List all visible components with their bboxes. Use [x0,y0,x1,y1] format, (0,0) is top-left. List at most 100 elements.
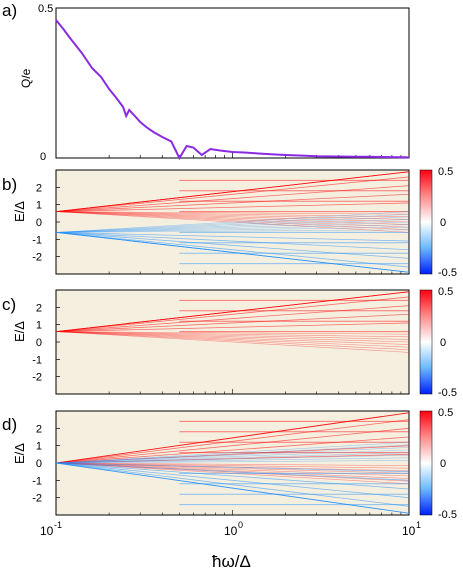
panel-c-frame [55,289,410,395]
panel-b-spectral-lines [55,171,410,274]
spectral-line [55,462,410,466]
panel-b-colorbar [419,169,433,275]
panel-a-ytick-bottom: 0 [40,151,46,163]
panel-ytick-label: 0 [36,337,42,349]
panel-c-ylabel: E/Δ [12,321,27,342]
spectral-line [55,219,410,233]
spectral-line [55,313,410,332]
spectral-line [55,193,410,212]
panel-b-cbar-top: 0.5 [438,166,453,178]
panel-b-label: b) [2,175,17,194]
panel-ytick-label: 2 [36,302,42,314]
spectral-line [55,462,410,473]
spectral-line [55,232,410,259]
spectral-line [55,211,410,218]
panel-c-yticks: 2 1 0 -1 -2 [32,302,60,384]
spectral-line [55,447,410,464]
panel-c: c) E/Δ 2 1 0 -1 -2 0.5 0 -0.5 [2,286,457,399]
panel-ytick-label: -1 [32,475,42,487]
panel-ytick-label: 2 [36,423,42,435]
spectral-line [55,232,410,268]
spectral-line [55,211,410,215]
spectral-line [55,221,410,233]
spectral-line [55,462,410,507]
panel-ytick-label: 0 [36,458,42,470]
spectral-line [55,211,410,225]
spectral-line [55,185,410,212]
spectral-line [55,454,410,464]
x-axis-label: ħω/Δ [212,552,251,571]
panel-ytick-label: -2 [32,372,42,384]
panel-ytick-label: -2 [32,493,42,505]
panel-ytick-label: -1 [32,234,42,246]
panel-c-colorbar [419,289,433,395]
spectral-line [55,229,410,233]
spectral-line [55,460,410,464]
x-axis-ticklabels: 10 -1 10 0 10 1 [40,520,421,538]
spectral-line [55,322,410,332]
panel-c-label: c) [2,295,16,314]
spectral-line [55,211,410,220]
spectral-line [55,445,410,464]
panel-a-label: a) [2,1,17,20]
panel-d-frame [55,410,410,516]
xtick-1-base: 10 [224,524,238,538]
panel-c-spectral-lines [55,291,410,394]
spectral-line [55,216,410,233]
panel-c-cbar-mid: 0 [440,337,446,349]
spectral-line [55,449,410,464]
spectral-line [55,419,410,464]
spectral-line [55,331,410,340]
spectral-line [55,444,410,464]
xtick-0-exp: -1 [54,520,62,530]
spectral-line [55,331,410,335]
xtick-1-exp: 0 [238,520,243,530]
panel-a-series-line [55,19,410,161]
panel-a: a) 0.5 0 Q/e [2,1,410,163]
spectral-line [55,462,410,490]
panel-b-frame [55,169,410,275]
panel-ytick-label: -1 [32,354,42,366]
spectral-line [55,331,410,338]
spectral-line [55,441,410,464]
panel-b-ylabel: E/Δ [12,201,27,222]
spectral-line [55,453,410,464]
panel-d-cbar-bottom: -0.5 [438,509,457,521]
panel-c-cbar-bottom: -0.5 [438,387,457,399]
spectral-line [55,226,410,233]
panel-a-ytick-top: 0.5 [38,3,53,15]
xtick-2-exp: 1 [416,520,421,530]
spectral-line [55,436,410,464]
spectral-line [55,211,410,223]
spectral-line [55,211,410,228]
panel-b-cbar-mid: 0 [440,217,446,229]
spectral-line [55,452,410,464]
spectral-line [55,427,410,464]
spectral-line [55,331,410,343]
panel-d-label: d) [2,415,17,434]
panel-c-cbar-top: 0.5 [438,286,453,298]
panel-d-colorbar [419,410,433,516]
panel-a-frame [55,7,410,159]
panel-ytick-label: 2 [36,182,42,194]
panel-ytick-label: 1 [36,200,42,212]
panel-b: b) E/Δ 2 1 0 -1 -2 0.5 0 -0.5 [2,166,457,279]
panel-ytick-label: 0 [36,217,42,229]
spectral-line [55,457,410,464]
panel-b-yticks: 2 1 0 -1 -2 [32,182,60,264]
spectral-line [55,296,410,332]
panel-d-cbar-top: 0.5 [438,407,453,419]
spectral-line [55,232,410,251]
spectral-line [55,462,410,499]
spectral-line [55,213,410,233]
panel-d-spectral-lines [55,412,410,515]
xtick-0-base: 10 [40,524,54,538]
xtick-2-base: 10 [402,524,416,538]
spectral-line [55,462,410,481]
spectral-line [55,176,410,212]
spectral-line [55,331,410,351]
panel-b-cbar-bottom: -0.5 [438,267,457,279]
spectral-line [55,211,410,233]
spectral-line [55,224,410,233]
